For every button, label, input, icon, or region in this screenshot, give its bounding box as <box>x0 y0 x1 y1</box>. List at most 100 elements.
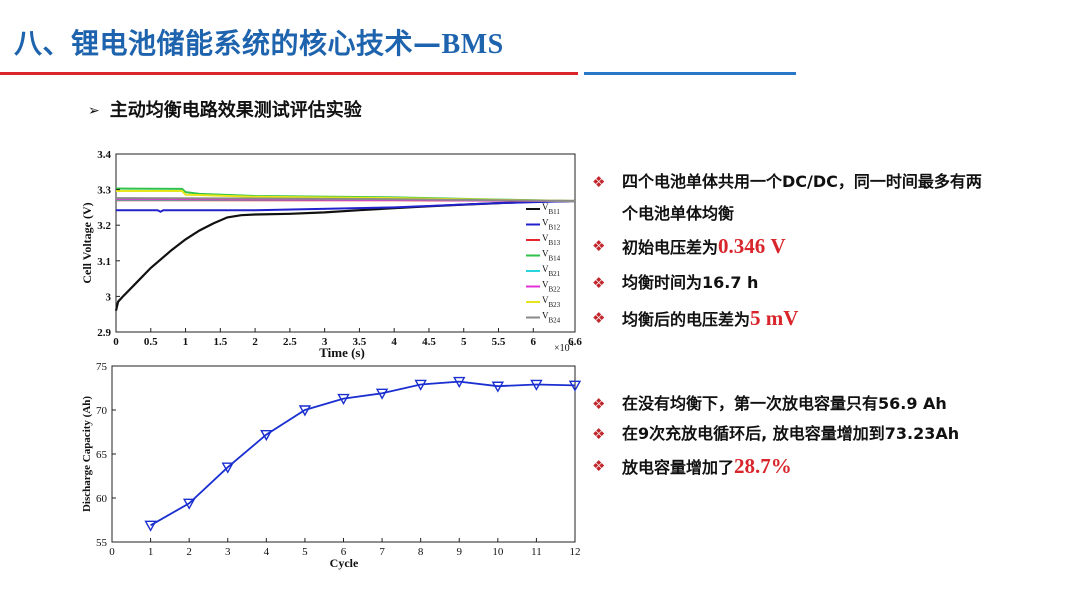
voltage-y-tick-label: 3.2 <box>97 220 111 232</box>
slide-title: 八、锂电池储能系统的核心技术—BMS <box>14 22 504 62</box>
voltage-x-tick-label: 0.5 <box>144 336 158 348</box>
voltage-y-tick-label: 3 <box>106 291 112 303</box>
bullet-after-nine-cycles: ❖ 在9次充放电循环后, 放电容量增加到73.23Ah <box>592 422 1062 446</box>
bullet-highlight: 5 mV <box>750 306 799 330</box>
bullet-text: 在没有均衡下，第一次放电容量只有56.9 Ah <box>622 394 947 413</box>
bullet-initial-voltage-diff: ❖ 初始电压差为0.346 V <box>592 234 1062 260</box>
voltage-x-tick-label: 6 <box>531 336 537 348</box>
bullet-balancing-time: ❖ 均衡时间为16.7 h <box>592 271 1062 295</box>
voltage-x-exponent-power: 4 <box>570 339 574 348</box>
capacity-x-tick-label: 12 <box>570 546 581 558</box>
capacity-x-tick-label: 9 <box>457 546 463 558</box>
diamond-bullet-icon: ❖ <box>592 274 606 292</box>
voltage-x-tick-label: 0 <box>113 336 119 348</box>
capacity-marker <box>568 380 582 392</box>
capacity-x-tick-label: 7 <box>379 546 385 558</box>
voltage-x-exponent-base: ×10 <box>554 343 570 354</box>
voltage-x-tick-label: 3 <box>322 336 328 348</box>
capacity-marker <box>221 462 234 474</box>
capacity-x-tick-label: 10 <box>492 546 504 558</box>
capacity-x-tick-label: 4 <box>264 546 270 558</box>
capacity-x-tick-label: 3 <box>225 546 231 558</box>
bullet-shared-dcdc: ❖ 四个电池单体共用一个DC/DC，同一时间最多有两 个电池单体均衡 <box>592 170 1062 226</box>
bullet-text: 在9次充放电循环后, 放电容量增加到73.23Ah <box>622 424 960 443</box>
voltage-x-tick-label: 1 <box>183 336 189 348</box>
bullet-text: 初始电压差为 <box>622 238 719 257</box>
capacity-marker <box>298 405 312 417</box>
legend-label-b21: VB21 <box>542 264 561 278</box>
capacity-x-tick-label: 6 <box>341 546 347 558</box>
voltage-x-exponent: ×104 <box>554 339 574 354</box>
voltage-x-tick-label: 4 <box>391 336 397 348</box>
voltage-x-tick-label: 2.5 <box>283 336 297 348</box>
voltage-series-group <box>114 187 576 311</box>
capacity-y-tick-label: 60 <box>96 493 108 505</box>
capacity-marker <box>182 498 196 510</box>
voltage-x-tick-label: 6.6 <box>568 336 582 348</box>
capacity-marker <box>375 388 389 400</box>
capacity-x-axis-label: Cycle <box>330 556 359 570</box>
legend-label-b24: VB24 <box>542 311 561 325</box>
diamond-bullet-icon: ❖ <box>592 173 606 191</box>
section-subtitle-text: 主动均衡电路效果测试评估实验 <box>109 100 362 121</box>
legend-label-b11: VB11 <box>542 202 560 216</box>
voltage-y-tick-label: 3.1 <box>97 256 111 268</box>
legend-label-b22: VB22 <box>542 280 561 294</box>
voltage-y-tick-label: 3.3 <box>97 185 111 197</box>
voltage-series-line-b12 <box>116 200 576 213</box>
bullet-text: 四个电池单体共用一个DC/DC，同一时间最多有两 <box>622 172 982 191</box>
bullet-text: 均衡后的电压差为 <box>622 310 751 329</box>
bullet-final-voltage-diff: ❖ 均衡后的电压差为5 mV <box>592 306 1062 332</box>
voltage-y-tick-label: 3.4 <box>97 149 111 161</box>
voltage-y-axis-label: Cell Voltage (V) <box>80 202 94 283</box>
bullets-bottom: ❖ 在没有均衡下，第一次放电容量只有56.9 Ah ❖ 在9次充放电循环后, 放… <box>592 392 1062 480</box>
capacity-y-ticks: 55 60 65 70 75 <box>96 361 116 549</box>
capacity-marker <box>260 429 273 442</box>
voltage-y-ticks: 2.9 3 3.1 3.2 3.3 3.4 <box>97 149 120 339</box>
capacity-marker <box>530 379 543 391</box>
capacity-x-tick-label: 1 <box>148 546 154 558</box>
capacity-x-tick-label: 8 <box>418 546 424 558</box>
diamond-bullet-icon: ❖ <box>592 457 606 475</box>
capacity-x-tick-label: 2 <box>186 546 192 558</box>
title-rule-red <box>0 72 578 75</box>
capacity-x-ticks: 0 1 2 3 4 5 6 7 8 9 10 11 12 <box>109 538 581 558</box>
diamond-bullet-icon: ❖ <box>592 395 606 413</box>
bullet-text-continued: 个电池单体均衡 <box>622 204 735 223</box>
legend-label-b13: VB13 <box>542 233 561 247</box>
slide-title-cn: 八、锂电池储能系统的核心技术— <box>14 27 442 60</box>
bullets-top: ❖ 四个电池单体共用一个DC/DC，同一时间最多有两 个电池单体均衡 ❖ 初始电… <box>592 170 1062 332</box>
bullet-text: 放电容量增加了 <box>622 458 735 477</box>
voltage-plot-frame <box>115 153 576 333</box>
section-subtitle: ➢ 主动均衡电路效果测试评估实验 <box>88 96 362 122</box>
capacity-series-line <box>150 380 576 527</box>
bullet-highlight: 0.346 V <box>718 234 786 258</box>
title-rule-blue <box>584 72 796 75</box>
capacity-marker <box>414 379 427 391</box>
voltage-series-line-b24 <box>115 197 576 202</box>
capacity-y-tick-label: 70 <box>96 405 108 417</box>
capacity-marker <box>453 376 466 389</box>
voltage-x-tick-label: 4.5 <box>422 336 436 348</box>
capacity-marker <box>337 393 350 406</box>
voltage-chart: 0 0.5 1 1.5 2 2.5 3 3.5 4 4.5 5 5.5 6 6.6 2.9 3 3.1 3.2 3… <box>80 149 582 360</box>
capacity-marker <box>144 520 157 532</box>
capacity-plot-frame <box>111 365 576 543</box>
bullet-text: 均衡时间为16.7 h <box>622 273 759 292</box>
capacity-x-tick-label: 0 <box>109 546 115 558</box>
bullet-first-discharge: ❖ 在没有均衡下，第一次放电容量只有56.9 Ah <box>592 392 1062 416</box>
diamond-bullet-icon: ❖ <box>592 237 606 255</box>
bullet-highlight: 28.7% <box>734 454 792 478</box>
voltage-x-tick-label: 2 <box>252 336 258 348</box>
voltage-x-ticks: 0 0.5 1 1.5 2 2.5 3 3.5 4 4.5 5 5.5 6 6.6 <box>113 328 582 348</box>
slide-title-en: BMS <box>441 29 504 60</box>
voltage-y-tick-label: 2.9 <box>97 327 111 339</box>
legend-label-b23: VB23 <box>542 295 561 309</box>
arrow-bullet-icon: ➢ <box>88 103 100 119</box>
legend-label-b12: VB12 <box>542 218 561 232</box>
capacity-marker <box>491 381 505 393</box>
voltage-x-tick-label: 5 <box>461 336 467 348</box>
voltage-x-tick-label: 1.5 <box>213 336 227 348</box>
voltage-x-tick-label: 5.5 <box>492 336 506 348</box>
